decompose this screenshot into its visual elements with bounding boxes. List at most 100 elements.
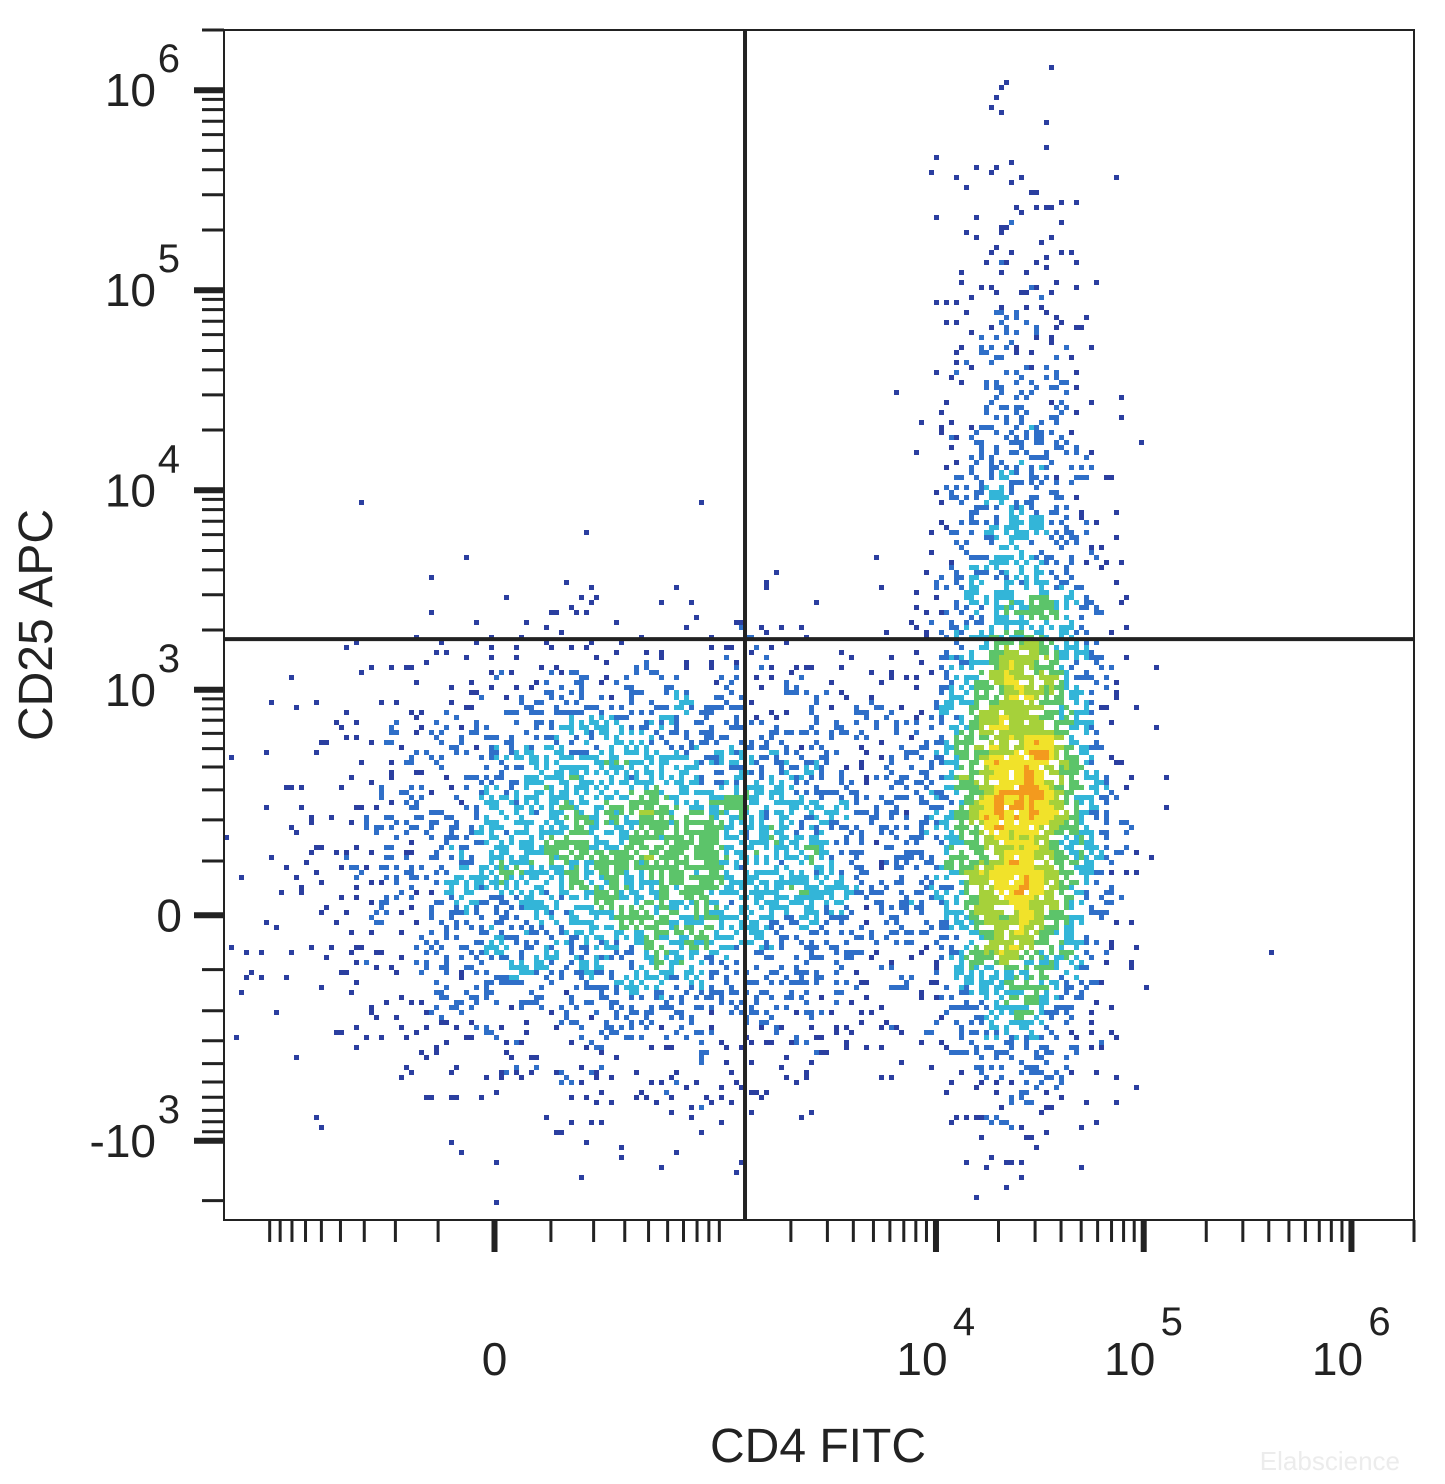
event-dot	[374, 920, 379, 925]
event-dot	[559, 845, 564, 850]
event-dot	[574, 815, 579, 820]
event-dot	[959, 785, 964, 790]
event-dot	[1079, 810, 1084, 815]
event-dot	[979, 605, 984, 610]
event-dot	[974, 945, 979, 950]
event-dot	[609, 805, 614, 810]
event-dot	[1034, 795, 1039, 800]
event-dot	[809, 940, 814, 945]
event-dot	[1069, 590, 1074, 595]
event-dot	[984, 800, 989, 805]
event-dot	[1039, 605, 1044, 610]
event-dot	[739, 620, 744, 625]
event-dot	[629, 855, 634, 860]
event-dot	[699, 500, 704, 505]
event-dot	[534, 795, 539, 800]
event-dot	[529, 905, 534, 910]
event-dot	[549, 855, 554, 860]
event-dot	[959, 965, 964, 970]
event-dot	[974, 695, 979, 700]
event-dot	[609, 845, 614, 850]
event-dot	[769, 970, 774, 975]
event-dot	[1039, 825, 1044, 830]
event-dot	[459, 975, 464, 980]
event-dot	[1064, 570, 1069, 575]
event-dot	[429, 575, 434, 580]
event-dot	[759, 770, 764, 775]
event-dot	[724, 845, 729, 850]
event-dot	[659, 880, 664, 885]
event-dot	[1049, 700, 1054, 705]
event-dot	[1044, 745, 1049, 750]
event-dot	[1039, 550, 1044, 555]
event-dot	[839, 650, 844, 655]
event-dot	[509, 925, 514, 930]
event-dot	[989, 720, 994, 725]
event-dot	[494, 945, 499, 950]
event-dot	[984, 720, 989, 725]
event-dot	[759, 825, 764, 830]
event-dot	[934, 740, 939, 745]
event-dot	[1009, 950, 1014, 955]
event-dot	[564, 785, 569, 790]
event-dot	[919, 930, 924, 935]
event-dot	[974, 555, 979, 560]
event-dot	[489, 670, 494, 675]
event-dot	[1069, 850, 1074, 855]
event-dot	[1094, 810, 1099, 815]
event-dot	[1079, 625, 1084, 630]
event-dot	[1039, 305, 1044, 310]
event-dot	[1089, 700, 1094, 705]
event-dot	[579, 850, 584, 855]
event-dot	[1099, 565, 1104, 570]
event-dot	[1059, 650, 1064, 655]
event-dot	[764, 825, 769, 830]
event-dot	[1074, 795, 1079, 800]
event-dot	[709, 870, 714, 875]
event-dot	[1014, 675, 1019, 680]
event-dot	[804, 805, 809, 810]
event-dot	[1069, 960, 1074, 965]
event-dot	[624, 760, 629, 765]
event-dot	[649, 825, 654, 830]
event-dot	[699, 970, 704, 975]
event-dot	[829, 915, 834, 920]
event-dot	[889, 960, 894, 965]
event-dot	[699, 840, 704, 845]
event-dot	[494, 950, 499, 955]
event-dot	[939, 945, 944, 950]
event-dot	[1069, 775, 1074, 780]
event-dot	[504, 935, 509, 940]
event-dot	[989, 885, 994, 890]
event-dot	[964, 740, 969, 745]
event-dot	[1044, 690, 1049, 695]
event-dot	[944, 860, 949, 865]
event-dot	[609, 755, 614, 760]
event-dot	[1009, 815, 1014, 820]
event-dot	[1074, 585, 1079, 590]
event-dot	[1089, 905, 1094, 910]
event-dot	[919, 890, 924, 895]
event-dot	[909, 940, 914, 945]
event-dot	[439, 965, 444, 970]
event-dot	[689, 950, 694, 955]
event-dot	[549, 670, 554, 675]
event-dot	[1069, 925, 1074, 930]
event-dot	[979, 810, 984, 815]
event-dot	[594, 705, 599, 710]
event-dot	[684, 830, 689, 835]
event-dot	[704, 945, 709, 950]
event-dot	[1014, 840, 1019, 845]
event-dot	[1079, 650, 1084, 655]
event-dot	[514, 885, 519, 890]
event-dot	[554, 760, 559, 765]
event-dot	[1124, 595, 1129, 600]
event-dot	[849, 655, 854, 660]
event-dot	[1049, 865, 1054, 870]
event-dot	[519, 830, 524, 835]
event-dot	[1004, 595, 1009, 600]
event-dot	[974, 505, 979, 510]
event-dot	[509, 975, 514, 980]
event-dot	[639, 865, 644, 870]
event-dot	[979, 975, 984, 980]
